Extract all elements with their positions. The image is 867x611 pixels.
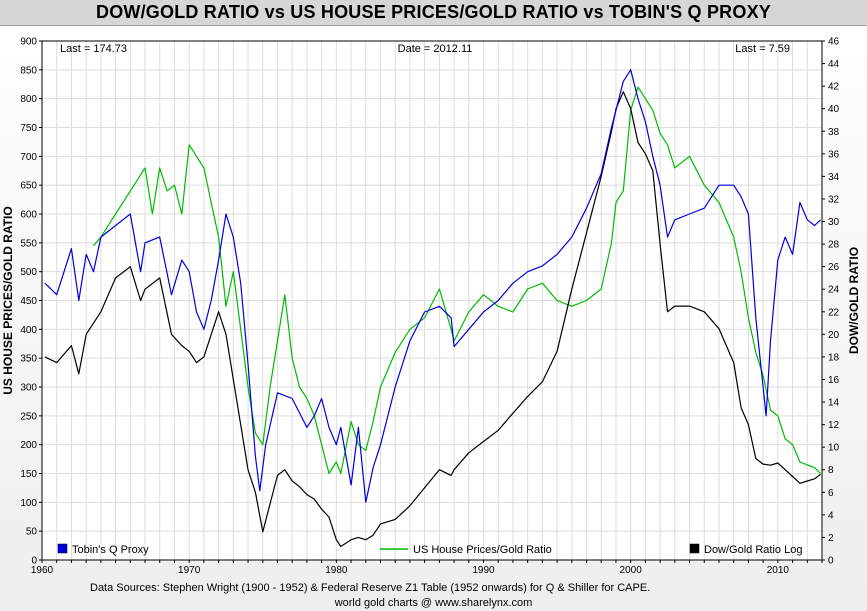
y-right-tick-label: 46	[828, 37, 840, 48]
y-right-tick-label: 6	[828, 488, 834, 499]
y-left-tick-label: 400	[20, 325, 37, 336]
y-right-tick-label: 16	[828, 375, 840, 386]
y-left-tick-label: 350	[20, 354, 37, 365]
y-right-tick-label: 34	[828, 172, 840, 183]
y-right-axis-title: DOW/GOLD RATIO	[847, 247, 861, 354]
y-right-tick-label: 0	[828, 556, 834, 567]
legend-dow-gold-label: Dow/Gold Ratio Log	[704, 544, 802, 556]
y-right-tick-label: 10	[828, 443, 840, 454]
y-right-tick-label: 4	[828, 510, 834, 521]
legend-dow-gold-swatch	[689, 543, 700, 554]
y-left-tick-label: 900	[20, 37, 37, 48]
y-left-tick-label: 600	[20, 210, 37, 221]
y-left-tick-label: 200	[20, 440, 37, 451]
x-tick-label: 2010	[767, 565, 790, 576]
y-right-tick-label: 44	[828, 59, 840, 70]
y-left-tick-label: 550	[20, 238, 37, 249]
y-right-tick-label: 38	[828, 127, 840, 138]
y-left-tick-label: 450	[20, 296, 37, 307]
y-right-tick-label: 14	[828, 398, 840, 409]
tobins-q-series-line	[44, 69, 821, 503]
legend-tobins-q-label: Tobin's Q Proxy	[72, 544, 149, 556]
y-left-tick-label: 50	[26, 527, 38, 538]
y-right-tick-label: 28	[828, 240, 840, 251]
x-tick-label: 2000	[620, 565, 643, 576]
y-left-tick-label: 0	[31, 556, 37, 567]
x-tick-label: 1990	[472, 565, 495, 576]
house-gold-series-line	[93, 86, 821, 475]
data-sources-note: Data Sources: Stephen Wright (1900 - 195…	[90, 582, 651, 594]
y-left-tick-label: 850	[20, 65, 37, 76]
y-right-tick-label: 2	[828, 533, 834, 544]
last-left-annotation: Last = 174.73	[60, 43, 127, 55]
y-left-tick-label: 100	[20, 498, 37, 509]
y-right-tick-label: 24	[828, 285, 840, 296]
dow-gold-series-line	[44, 91, 821, 548]
y-right-tick-label: 8	[828, 465, 834, 476]
y-right-tick-label: 12	[828, 420, 840, 431]
y-right-tick-label: 22	[828, 307, 840, 318]
y-right-tick-label: 20	[828, 330, 840, 341]
y-left-tick-label: 150	[20, 469, 37, 480]
title-bar: DOW/GOLD RATIO vs US HOUSE PRICES/GOLD R…	[0, 0, 867, 26]
date-annotation: Date = 2012.11	[398, 43, 473, 55]
legend-house-gold-label: US House Prices/Gold Ratio	[413, 544, 552, 556]
y-left-axis-title: US HOUSE PRICES/GOLD RATIO	[1, 206, 15, 394]
y-left-tick-label: 500	[20, 267, 37, 278]
y-left-tick-label: 750	[20, 123, 37, 134]
y-left-tick-label: 250	[20, 411, 37, 422]
y-left-tick-label: 700	[20, 152, 37, 163]
y-left-tick-label: 800	[20, 94, 37, 105]
x-tick-label: 1970	[178, 565, 201, 576]
legend-tobins-q-swatch	[57, 543, 68, 554]
y-right-tick-label: 26	[828, 262, 840, 273]
y-right-tick-label: 36	[828, 149, 840, 160]
last-right-annotation: Last = 7.59	[735, 43, 790, 55]
y-right-tick-label: 40	[828, 104, 840, 115]
y-left-tick-label: 300	[20, 383, 37, 394]
chart-title: DOW/GOLD RATIO vs US HOUSE PRICES/GOLD R…	[96, 2, 771, 22]
x-tick-label: 1980	[325, 565, 348, 576]
credit-line: world gold charts @ www.sharelynx.com	[334, 597, 533, 609]
y-right-tick-label: 42	[828, 82, 840, 93]
y-left-tick-label: 650	[20, 181, 37, 192]
y-right-tick-label: 32	[828, 194, 840, 205]
x-tick-label: 1960	[31, 565, 54, 576]
y-right-tick-label: 30	[828, 217, 840, 228]
y-right-tick-label: 18	[828, 352, 840, 363]
